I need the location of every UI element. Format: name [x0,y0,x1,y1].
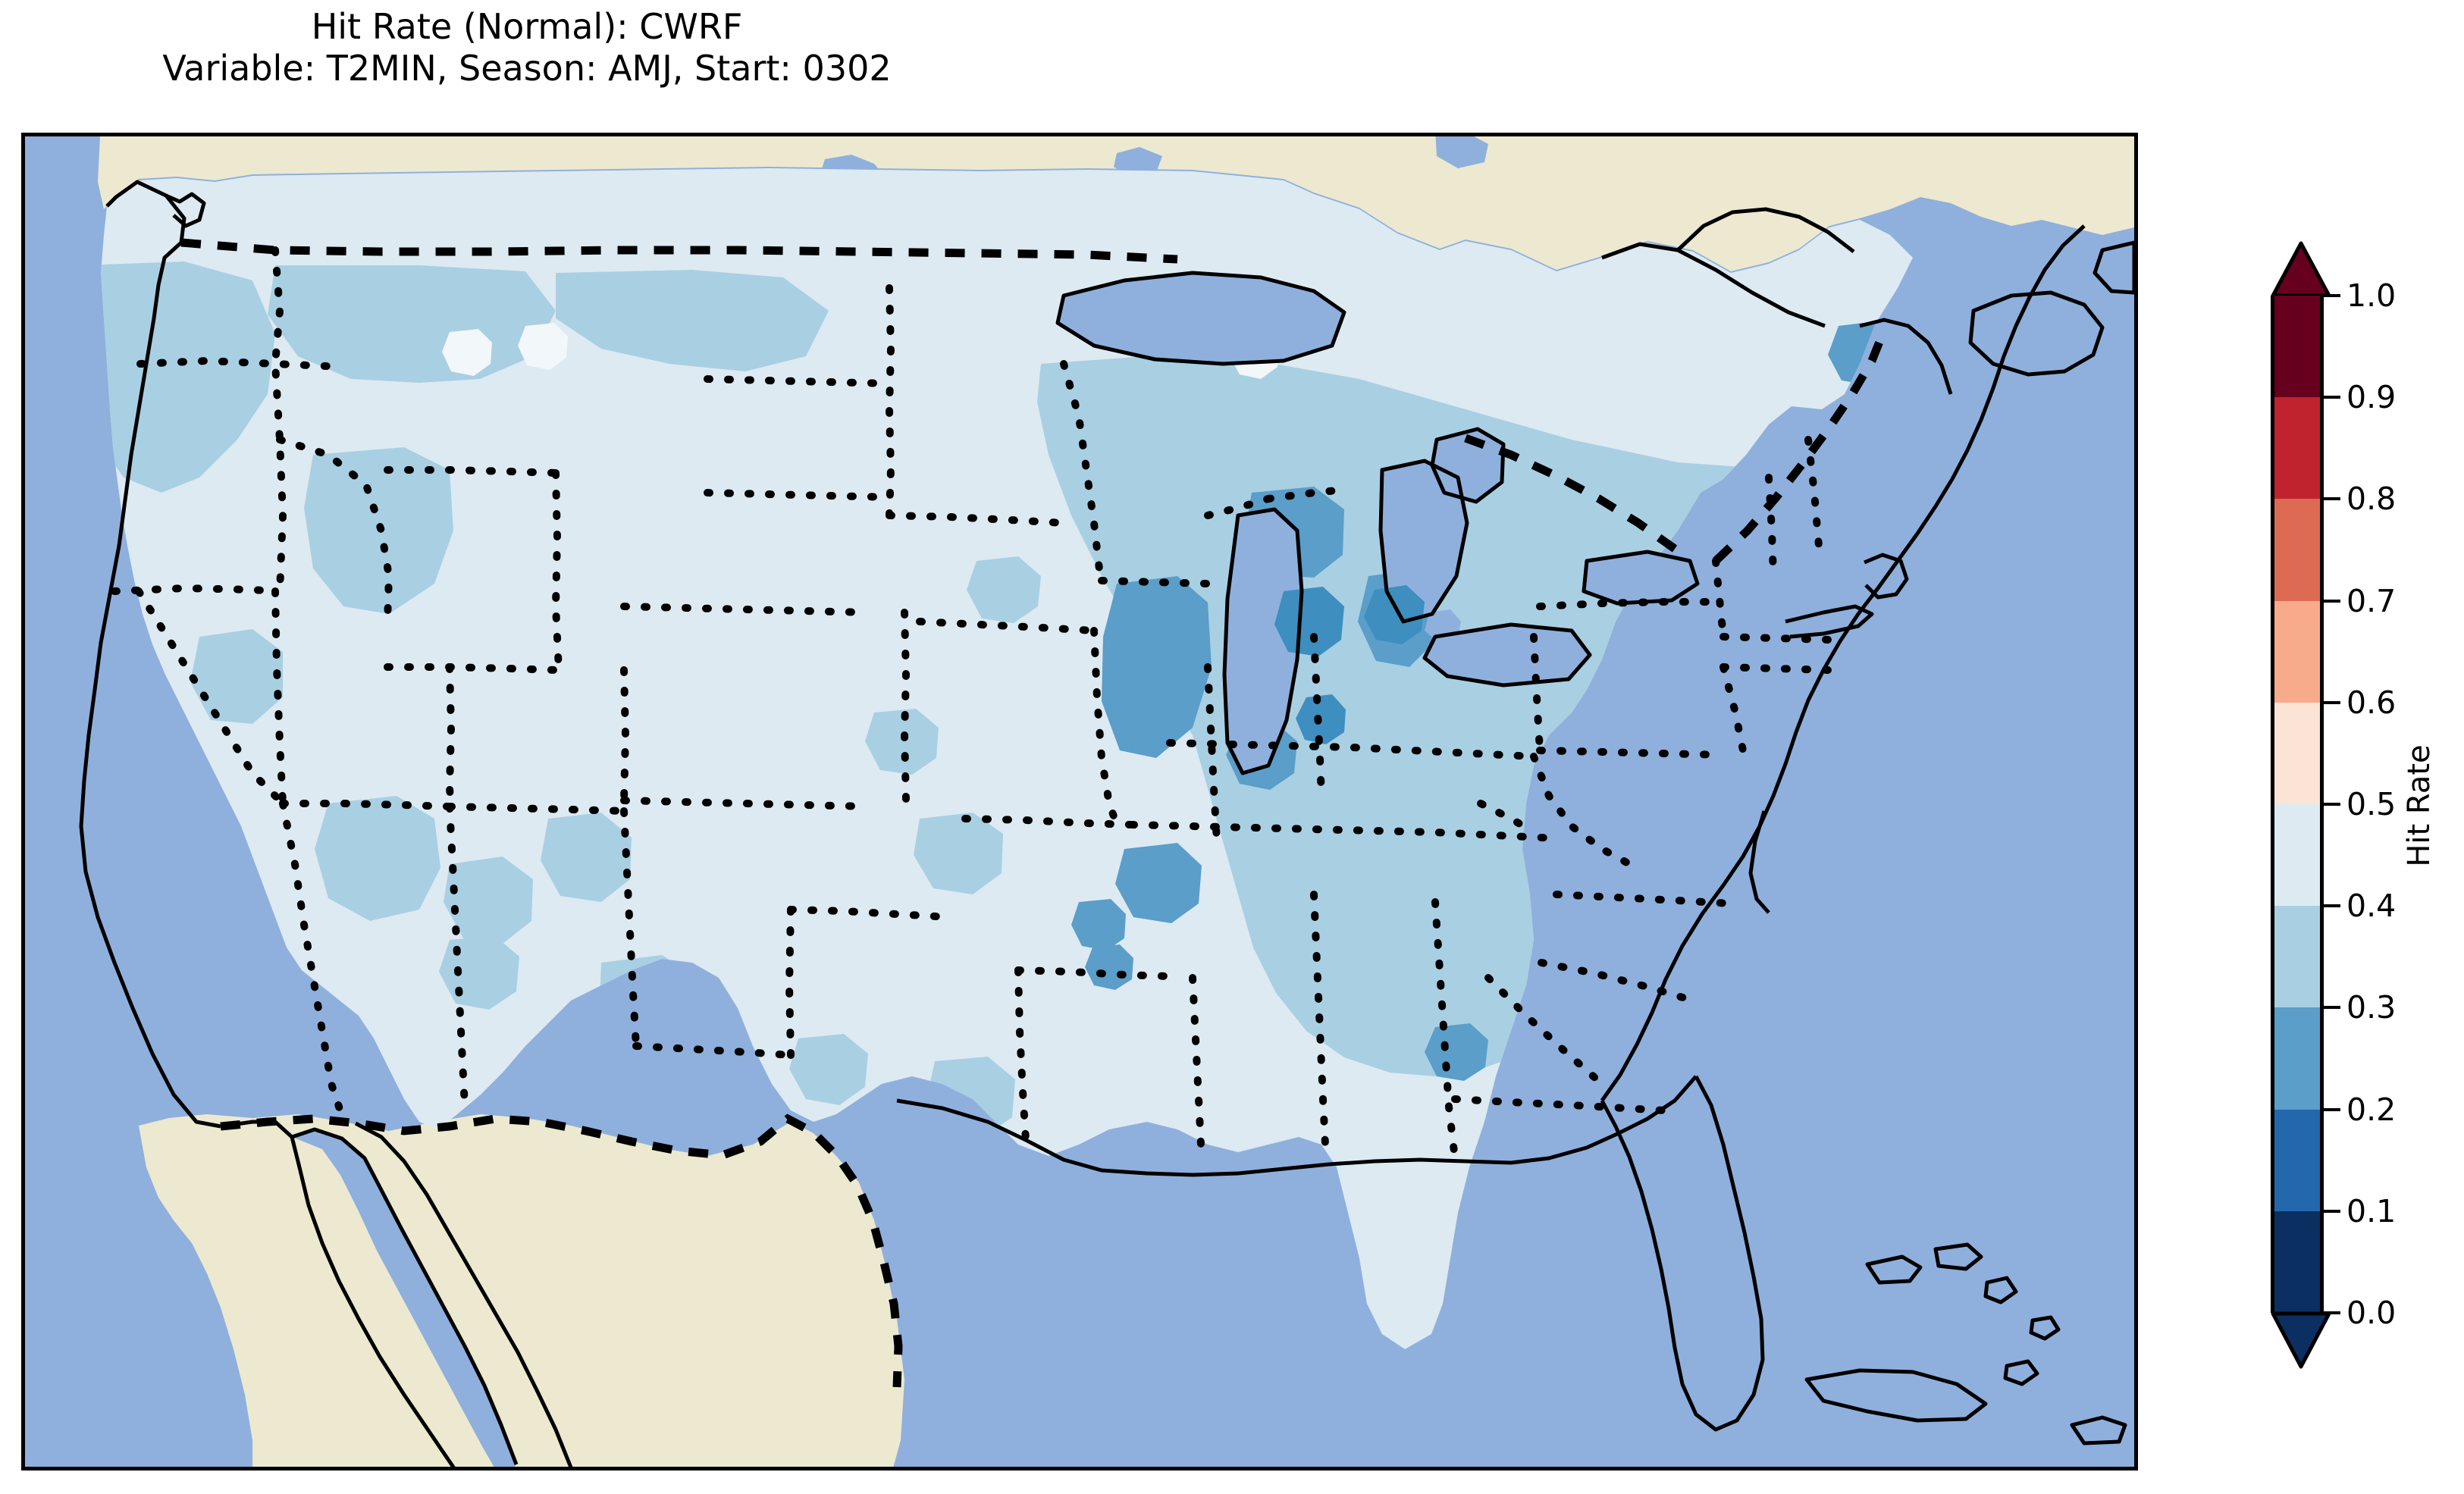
cb-tick-0.5 [2324,803,2340,806]
great-lakes [1058,273,1698,773]
lake-superior [1058,273,1344,364]
colorbar-gradient-body[interactable] [2271,296,2324,1313]
cb-ticklabel-0.4: 0.4 [2346,888,2397,925]
cb-segment-0.5-0.6 [2274,702,2320,804]
coastline-layer [79,180,2134,1467]
mexico-landmass [139,1114,904,1467]
cb-ticklabel-0.5: 0.5 [2346,786,2397,822]
cb-tick-0.7 [2324,599,2340,603]
chart-title-block: Hit Rate (Normal): CWRF Variable: T2MIN,… [0,6,1054,89]
cb-ticklabel-0.8: 0.8 [2346,481,2397,518]
cb-ticklabel-0.3: 0.3 [2346,989,2397,1026]
cb-segment-0.6-0.7 [2274,600,2320,703]
cb-segment-0.7-0.8 [2274,499,2320,601]
lake-ontario [1584,552,1698,603]
cb-segment-0.0-0.1 [2274,1211,2320,1313]
cb-tick-0.0 [2324,1311,2340,1314]
colorbar[interactable]: 1.0 0.9 0.8 0.7 0.6 0.5 0.4 0.3 0.2 0.1 … [2271,241,2460,1370]
lake-erie [1425,625,1590,685]
georgian-bay [1432,429,1503,502]
lake-huron [1381,461,1467,622]
title-line-1: Hit Rate (Normal): CWRF [311,6,743,47]
cb-tick-0.1 [2324,1209,2340,1213]
cb-tick-1.0 [2324,294,2340,297]
us-canada-border [180,238,1178,264]
cb-ticklabel-0.1: 0.1 [2346,1192,2397,1229]
cb-ticklabel-0.6: 0.6 [2346,684,2397,721]
cb-tick-0.4 [2324,904,2340,908]
cb-segment-0.2-0.3 [2274,1007,2320,1110]
gulf-of-california [292,1129,516,1467]
state-border-layer [111,246,1833,1164]
canada-inland-water-2 [1435,136,1488,168]
canada-landmass [98,136,2134,271]
cb-tick-0.2 [2324,1107,2340,1111]
grid-bin-0.2-0.3 [1071,321,1895,1081]
colorbar-extend-top-arrow [2271,241,2331,297]
cb-segment-0.3-0.4 [2274,906,2320,1008]
cb-segment-0.8-0.9 [2274,397,2320,500]
canada-inland-water-3 [1114,147,1162,177]
cb-ticklabel-0.2: 0.2 [2346,1091,2397,1128]
cb-ticklabel-1.0: 1.0 [2346,277,2397,314]
cb-tick-0.6 [2324,700,2340,704]
colorbar-axis-label: Hit Rate [2402,744,2437,867]
cb-ticklabel-0.7: 0.7 [2346,582,2397,619]
us-mexico-border [220,1113,903,1388]
cb-segment-0.9-1.0 [2274,296,2320,398]
cb-ticklabel-0.9: 0.9 [2346,379,2397,416]
title-line-2: Variable: T2MIN, Season: AMJ, Start: 030… [162,48,892,89]
cb-tick-0.3 [2324,1006,2340,1010]
baja-california [252,1122,453,1467]
cb-ticklabel-0.0: 0.0 [2346,1295,2397,1331]
map-canvas [25,136,2134,1467]
map-panel[interactable] [21,133,2138,1471]
country-border-layer [180,238,1889,1388]
cb-tick-0.8 [2324,497,2340,501]
lake-michigan [1224,509,1302,773]
colorbar-extend-bottom-arrow [2271,1311,2331,1369]
cb-segment-0.1-0.2 [2274,1109,2320,1211]
cb-tick-0.9 [2324,396,2340,399]
cb-segment-0.4-0.5 [2274,804,2320,907]
